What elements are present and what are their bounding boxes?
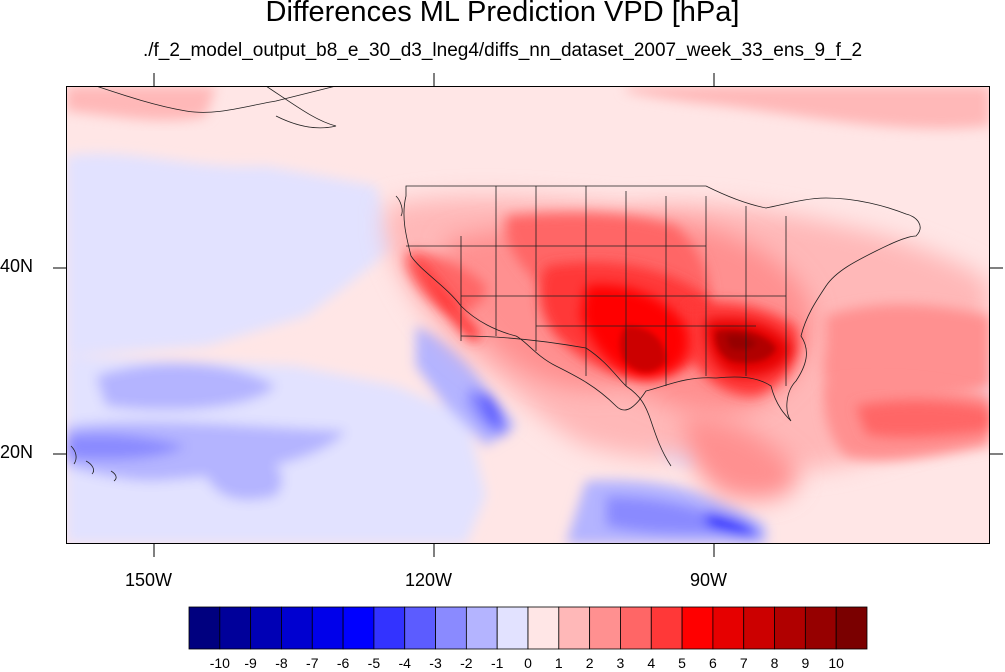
- lon-label-120w: 120W: [405, 570, 453, 590]
- colorbar-swatch: [342, 606, 375, 650]
- colorbar-tick-label: 0: [524, 655, 532, 671]
- colorbar-swatch: [804, 606, 837, 650]
- colorbar-swatch: [188, 606, 221, 650]
- colorbar-swatch: [281, 606, 313, 650]
- colorbar-swatch: [311, 606, 344, 650]
- colorbar-swatch: [743, 606, 775, 650]
- chart-title: Differences ML Prediction VPD [hPa]: [265, 0, 740, 28]
- colorbar-swatch: [219, 606, 252, 650]
- colorbar-tick-label: 1: [554, 655, 563, 671]
- colorbar-swatch: [404, 606, 436, 650]
- colorbar-tick-label: 8: [770, 655, 779, 671]
- colorbar-swatch: [774, 606, 806, 650]
- colorbar-tick-label: 3: [616, 655, 625, 671]
- colorbar-swatch: [250, 606, 282, 650]
- map-frame: [66, 86, 990, 544]
- colorbar-swatch: [558, 606, 591, 650]
- colorbar-swatch: [835, 606, 868, 650]
- colorbar: [188, 606, 868, 650]
- colorbar-tick-label: -9: [244, 655, 257, 671]
- colorbar-swatch: [589, 606, 621, 650]
- colorbar-tick-label: 4: [647, 655, 656, 671]
- colorbar-swatch: [496, 606, 529, 650]
- colorbar-swatch: [373, 606, 406, 650]
- colorbar-swatch: [620, 606, 652, 650]
- negative-anomaly-field: [66, 153, 990, 544]
- lat-label-20n: 20N: [0, 442, 34, 462]
- colorbar-tick-label: -7: [306, 655, 319, 671]
- colorbar-swatch: [650, 606, 683, 650]
- colorbar-tick-label: 7: [739, 655, 748, 671]
- colorbar-tick-label: -2: [460, 655, 473, 671]
- colorbar-swatch: [712, 606, 745, 650]
- colorbar-tick-label: -10: [209, 655, 230, 671]
- colorbar-tick-label: -3: [429, 655, 442, 671]
- colorbar-tick-label: -8: [275, 655, 288, 671]
- colorbar-tick-label: 6: [709, 655, 717, 671]
- colorbar-tick-label: 2: [585, 655, 594, 671]
- colorbar-tick-label: -6: [336, 655, 350, 671]
- lon-label-90w: 90W: [690, 570, 728, 590]
- positive-anomaly-field: [66, 86, 990, 500]
- lon-label-150w: 150W: [125, 570, 173, 590]
- colorbar-tick-label: 9: [801, 655, 810, 671]
- colorbar-tick-label: -1: [490, 655, 504, 671]
- political-boundaries: [66, 86, 921, 482]
- colorbar-swatch: [435, 606, 467, 650]
- colorbar-tick-label: -5: [367, 655, 381, 671]
- lat-label-40n: 40N: [0, 256, 34, 276]
- colorbar-tick-label: -4: [398, 655, 411, 671]
- colorbar-swatch: [527, 606, 560, 650]
- colorbar-tick-label: 5: [678, 655, 686, 671]
- colorbar-swatch: [465, 606, 498, 650]
- colorbar-tick-label: 10: [828, 655, 844, 671]
- colorbar-swatch: [681, 606, 714, 650]
- vpd-difference-map: [66, 86, 990, 544]
- chart-subtitle: ./f_2_model_output_b8_e_30_d3_lneg4/diff…: [142, 40, 863, 61]
